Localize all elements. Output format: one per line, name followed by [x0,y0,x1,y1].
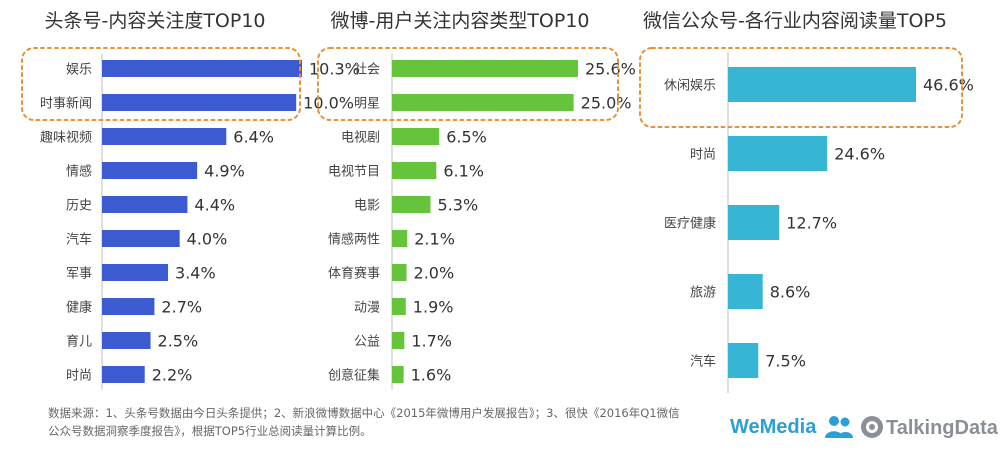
source-footnote: 数据来源：1、头条号数据由今日头条提供；2、新浪微博数据中心《2015年微博用户… [48,406,680,438]
category-label: 情感两性 [328,232,380,248]
value-label: 2.7% [161,298,202,317]
value-label: 3.4% [175,264,216,283]
value-label: 46.6% [923,76,974,95]
chart-title: 头条号-内容关注度TOP10 [44,10,265,32]
highlight-box [639,47,963,128]
value-label: 7.5% [765,352,806,371]
value-label: 6.1% [443,162,484,181]
category-label: 电视剧 [341,131,380,146]
category-label: 创意征集 [328,368,380,384]
value-label: 1.9% [413,298,454,317]
value-label: 25.6% [585,60,636,79]
value-label: 4.9% [204,162,245,181]
value-label: 2.2% [152,366,193,385]
bar [392,196,431,213]
bar [392,60,578,77]
bar [392,332,405,349]
bar [102,94,297,111]
value-label: 10.0% [303,94,354,113]
value-label: 10.3% [309,60,360,79]
bar [728,343,759,378]
value-label: 4.4% [194,196,235,215]
category-label: 时尚 [690,148,716,163]
value-label: 2.1% [414,230,455,249]
category-label: 休闲娱乐 [664,79,716,94]
bar [102,196,188,213]
category-label: 电影 [354,199,380,214]
bar [728,136,828,171]
wechat-chart: 微信公众号-各行业内容阅读量TOP5 休闲娱乐 46.6% 时尚 24.6% 医疗健康 12… [639,10,974,393]
toutiao-chart: 头条号-内容关注度TOP10 娱乐 10.3% 时事新闻 10.0% 趣味视频 6.4% 情感… [21,10,360,390]
weibo-chart: 微博-用户关注内容类型TOP10 社会 25.6% 明星 25.0% 电视剧 6.5% 电视节… [317,10,636,390]
value-label: 6.4% [233,128,274,147]
wemedia-logo-we: We [730,416,760,438]
category-label: 动漫 [354,301,380,316]
bar [392,230,408,247]
category-label: 趣味视频 [40,131,92,146]
category-label: 旅游 [690,286,716,301]
bar [392,298,406,315]
chart-title: 微博-用户关注内容类型TOP10 [330,10,589,32]
category-label: 汽车 [690,354,716,370]
bar [392,264,407,281]
bar [102,60,302,77]
value-label: 8.6% [770,283,811,302]
bar [392,162,437,179]
category-label: 娱乐 [66,63,92,78]
category-label: 汽车 [66,232,92,248]
value-label: 1.7% [411,332,452,351]
bar [728,274,763,309]
category-label: 社会 [354,62,380,78]
category-label: 体育赛事 [328,266,380,282]
bar [392,128,440,145]
category-label: 健康 [66,300,92,316]
value-label: 6.5% [446,128,487,147]
category-label: 军事 [66,267,92,282]
category-label: 公益 [354,335,380,350]
category-label: 时事新闻 [40,96,92,112]
value-label: 5.3% [438,196,479,215]
category-label: 育儿 [66,334,92,350]
category-label: 明星 [354,97,380,112]
highlight-box [21,47,301,121]
value-label: 24.6% [834,145,885,164]
people-icon [825,416,853,438]
category-label: 历史 [66,199,92,214]
bar [102,128,227,145]
value-label: 25.0% [581,94,632,113]
talkingdata-logo: TalkingData [886,417,998,439]
bar [102,332,151,349]
category-label: 时尚 [66,369,92,384]
chart-title: 微信公众号-各行业内容阅读量TOP5 [643,10,947,32]
bar [102,298,155,315]
bar [102,366,145,383]
bar [102,264,169,281]
wemedia-logo: WeMedia [730,416,816,439]
bar [728,205,780,240]
value-label: 2.5% [158,332,199,351]
wemedia-logo-media: Media [759,416,817,438]
highlight-box [317,47,619,121]
talkingdata-icon [861,416,883,438]
bar [392,94,574,111]
bar [392,366,404,383]
value-label: 4.0% [187,230,228,249]
bar [728,67,916,102]
bar [102,162,198,179]
value-label: 1.6% [411,366,452,385]
value-label: 12.7% [786,214,837,233]
bar [102,230,180,247]
category-label: 电视节目 [328,165,380,180]
value-label: 2.0% [414,264,455,283]
category-label: 医疗健康 [664,216,716,232]
category-label: 情感 [66,164,92,180]
